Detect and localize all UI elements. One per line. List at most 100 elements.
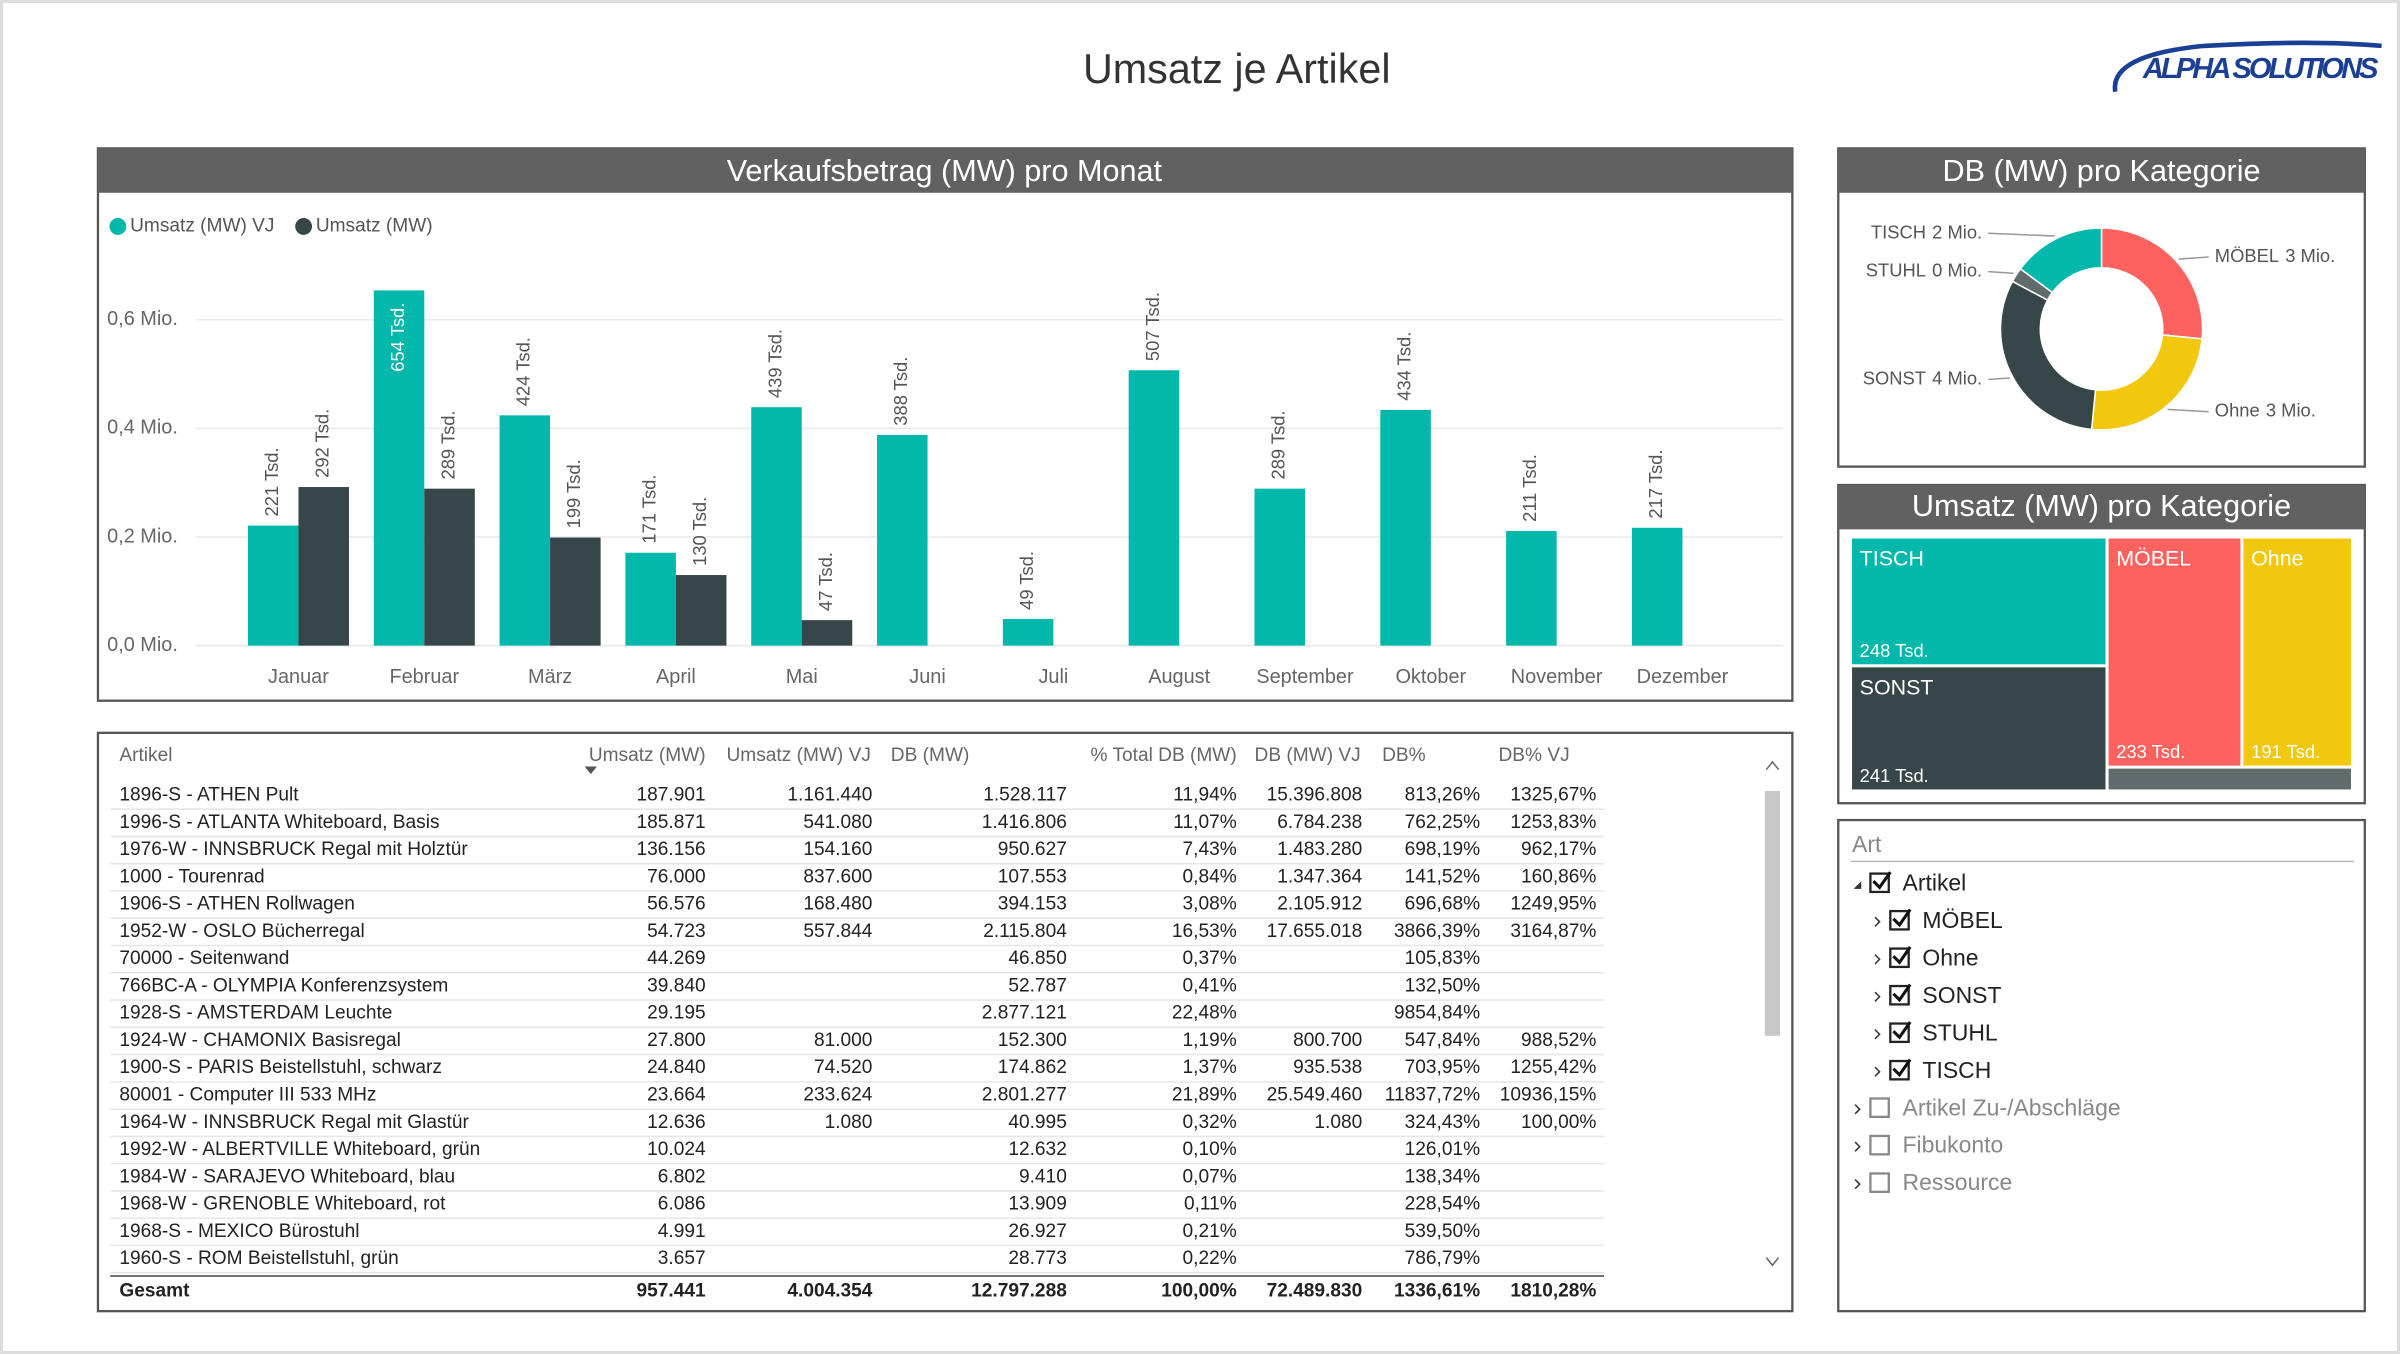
- collapse-arrow[interactable]: [1874, 954, 1881, 965]
- table-cell: 12.636: [647, 1112, 705, 1133]
- collapse-arrow[interactable]: [1874, 1066, 1881, 1077]
- table-cell: 0,37%: [1183, 948, 1237, 969]
- leader-line: [2178, 256, 2209, 260]
- y-tick-label: 0,6 Mio.: [107, 308, 178, 330]
- table-cell: 988,52%: [1521, 1030, 1596, 1051]
- checkbox[interactable]: [1869, 1172, 1890, 1193]
- treemap-tile: [2108, 768, 2352, 790]
- table-cell: 698,19%: [1405, 839, 1480, 860]
- leader-line: [1988, 377, 2010, 381]
- legend-marker: [295, 218, 313, 235]
- table-cell: 3.657: [658, 1248, 706, 1269]
- column-header: DB%: [1382, 745, 1426, 766]
- table-cell: 126,01%: [1405, 1139, 1480, 1160]
- tile-label: TISCH: [1860, 547, 1924, 571]
- treemap-tile: [2243, 538, 2352, 766]
- column-header: Artikel: [119, 745, 172, 766]
- x-tick-label: April: [656, 666, 696, 688]
- checkmark: [1892, 1058, 1912, 1078]
- table-cell: 132,50%: [1405, 975, 1480, 996]
- collapse-arrow[interactable]: [1854, 1104, 1861, 1115]
- table-cell: 160,86%: [1521, 866, 1596, 887]
- collapse-arrow[interactable]: [1854, 1141, 1861, 1152]
- table-cell: 15.396.808: [1267, 785, 1363, 806]
- category-label: SONST: [1863, 367, 1926, 388]
- column-header: Umsatz (MW) VJ: [727, 745, 871, 766]
- table-cell: 12.632: [1008, 1139, 1066, 1160]
- data-label: Ohne 3 Mio.: [2215, 400, 2316, 421]
- y-tick-label: 0,0 Mio.: [107, 634, 178, 656]
- table-cell: 1924-W - CHAMONIX Basisregal: [119, 1030, 400, 1051]
- table-cell: 1.347.364: [1277, 866, 1362, 887]
- checkbox[interactable]: [1869, 1134, 1890, 1156]
- scroll-up[interactable]: [1765, 760, 1780, 771]
- table-cell: 324,43%: [1405, 1112, 1480, 1133]
- value-label: 3 Mio.: [2285, 245, 2335, 266]
- table-cell: 962,17%: [1521, 839, 1596, 860]
- table-cell: 154.160: [803, 839, 872, 860]
- bar: [675, 575, 727, 646]
- data-label: 49 Tsd.: [1016, 551, 1037, 610]
- donut-slice: [1999, 280, 2097, 431]
- tile-value: 241 Tsd.: [1860, 765, 1929, 786]
- table-cell: 766BC-A - OLYMPIA Konferenzsystem: [119, 975, 448, 996]
- table-cell: 40.995: [1008, 1112, 1066, 1133]
- table-cell: 1896-S - ATHEN Pult: [119, 785, 299, 806]
- slicer-item[interactable]: MÖBEL: [1922, 907, 2002, 933]
- scrollbar-thumb[interactable]: [1764, 790, 1781, 1036]
- table-cell: 10.024: [647, 1139, 706, 1160]
- value-label: 4 Mio.: [1932, 367, 1982, 388]
- table-cell: 1.528.117: [983, 785, 1067, 806]
- table-cell: 228,54%: [1405, 1194, 1480, 1215]
- table-cell: 2.115.804: [983, 921, 1067, 942]
- table-cell: 9.410: [1019, 1166, 1067, 1187]
- bar: [298, 487, 349, 646]
- bar: [550, 537, 601, 646]
- table-cell: 547,84%: [1405, 1030, 1480, 1051]
- total-cell: 100,00%: [1161, 1280, 1236, 1301]
- column-header: DB (MW): [891, 745, 970, 766]
- panel-header: [97, 148, 1793, 193]
- data-label: 424 Tsd.: [513, 337, 534, 406]
- bar: [499, 415, 551, 646]
- slicer-item[interactable]: Fibukonto: [1903, 1132, 2004, 1158]
- data-label: 130 Tsd.: [689, 497, 710, 566]
- scroll-down[interactable]: [1765, 1257, 1780, 1267]
- x-tick-label: Februar: [389, 666, 459, 688]
- donut-slice: [2100, 227, 2204, 340]
- slicer-item[interactable]: SONST: [1922, 982, 2001, 1008]
- slicer-item[interactable]: Artikel Zu-/Abschläge: [1903, 1094, 2121, 1120]
- table-cell: 0,10%: [1183, 1139, 1237, 1160]
- collapse-arrow[interactable]: [1874, 991, 1881, 1002]
- collapse-arrow[interactable]: [1854, 1179, 1861, 1190]
- table-cell: 3866,39%: [1394, 921, 1480, 942]
- slicer-item[interactable]: STUHL: [1922, 1019, 1997, 1045]
- table-cell: 6.086: [658, 1194, 706, 1215]
- table-cell: 27.800: [647, 1030, 705, 1051]
- table-cell: 81.000: [814, 1030, 872, 1051]
- slicer-item[interactable]: Ressource: [1903, 1169, 2013, 1195]
- bar: [424, 488, 475, 646]
- table-cell: 54.723: [647, 921, 705, 942]
- collapse-arrow[interactable]: [1874, 1029, 1881, 1040]
- table-cell: 105,83%: [1405, 948, 1480, 969]
- logo: ALPHA SOLUTIONS: [2142, 53, 2379, 85]
- slicer-item[interactable]: TISCH: [1922, 1057, 1991, 1083]
- table-cell: 539,50%: [1405, 1221, 1480, 1242]
- table-cell: 168.480: [803, 894, 872, 915]
- checkbox[interactable]: [1869, 1097, 1890, 1119]
- table-cell: 541.080: [803, 812, 872, 833]
- table-cell: 80001 - Computer III 533 MHz: [119, 1085, 376, 1106]
- table-cell: 1928-S - AMSTERDAM Leuchte: [119, 1003, 392, 1024]
- x-tick-label: September: [1256, 666, 1354, 688]
- bar: [1506, 531, 1557, 646]
- leader-line: [1988, 232, 2055, 237]
- slicer-item[interactable]: Artikel: [1903, 869, 1967, 895]
- table-cell: 1906-S - ATHEN Rollwagen: [119, 894, 354, 915]
- table-cell: 70000 - Seitenwand: [119, 948, 289, 969]
- slicer-item[interactable]: Ohne: [1922, 944, 1978, 970]
- checkmark: [1892, 983, 1912, 1003]
- collapse-arrow[interactable]: [1874, 916, 1881, 927]
- table-cell: 0,32%: [1183, 1112, 1237, 1133]
